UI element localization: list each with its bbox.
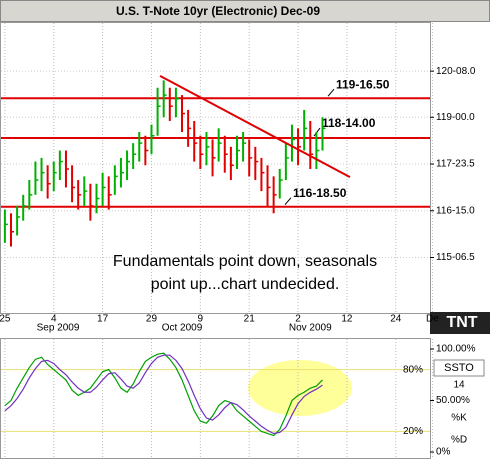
legend-entry: %K [451, 413, 467, 424]
x-tick-label: 25 [0, 314, 11, 325]
x-tick-label: 2 [295, 314, 301, 325]
x-month-label: Sep 2009 [37, 323, 80, 334]
x-tick-label: 4 [51, 314, 57, 325]
x-tick-label: 17 [97, 314, 109, 325]
level-label: 119-16.50 [336, 77, 390, 91]
y-tick-label: 100.00% [436, 344, 476, 355]
level-pointer [327, 88, 335, 97]
indicator-box [433, 359, 485, 377]
y-tick-label: 116-15.0 [436, 205, 475, 216]
annotation: Fundamentals point down, seasonals point … [113, 253, 377, 293]
oscillator-line [4, 354, 323, 435]
x-tick-label: 21 [244, 314, 256, 325]
x-tick-label: 12 [341, 314, 353, 325]
y-tick-label: 120-08.0 [436, 66, 476, 77]
y-tick-label: 119-00.0 [436, 112, 475, 123]
legend-entry: %D [451, 435, 467, 446]
indicator-period: 14 [453, 380, 465, 391]
oscillator-line [4, 352, 323, 437]
y-tick-label: 50.00% [436, 395, 470, 406]
indicator-name: SSTO [444, 362, 474, 374]
x-month-label: Oct 2009 [162, 323, 203, 334]
oscillator-panel [0, 338, 431, 459]
level-label: 116-18.50 [293, 186, 347, 200]
x-tick-label: 24 [390, 314, 402, 325]
level-label: 118-14.00 [322, 116, 376, 130]
logo-box [430, 312, 490, 334]
chart-title: U.S. T-Note 10yr (Electronic) Dec-09 [116, 4, 320, 18]
x-tick-label: 29 [146, 314, 158, 325]
y-tick-label: 115-06.5 [436, 252, 475, 263]
x-tick-label: 9 [198, 314, 204, 325]
y-tick-label: 0% [436, 447, 451, 458]
logo: TNT [446, 314, 477, 331]
x-month-label: Nov 2009 [289, 323, 332, 334]
band-label: 20% [403, 426, 423, 437]
highlight [248, 360, 352, 416]
level-pointer [284, 197, 292, 206]
trendline [159, 75, 351, 178]
band-label: 80% [403, 364, 423, 375]
x-tick-label: De [426, 314, 439, 325]
y-tick-label: 117-23.5 [436, 159, 475, 170]
